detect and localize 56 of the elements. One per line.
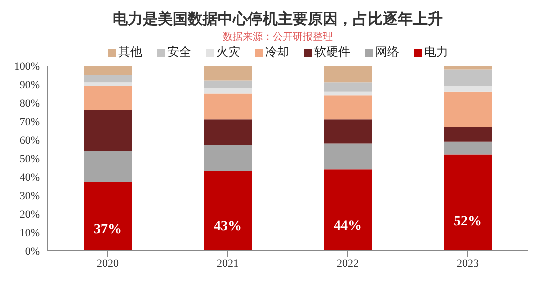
legend-label: 电力 (424, 44, 448, 61)
bar (204, 171, 252, 251)
data-label: 44% (334, 218, 362, 234)
bar (324, 144, 372, 170)
bar (444, 86, 492, 92)
chart-title: 电力是美国数据中心停机主要原因，占比逐年上升 (112, 10, 444, 29)
y-tick-label: 80% (20, 98, 40, 110)
x-tick-label: 2022 (337, 258, 359, 270)
bar (84, 75, 132, 83)
data-label: 52% (454, 214, 482, 230)
bar (324, 170, 372, 251)
legend-label: 安全 (166, 44, 192, 61)
bar (444, 66, 492, 70)
bar (204, 120, 252, 146)
y-tick-label: 20% (20, 208, 40, 221)
source-note: 数据来源：公开研报整理 (222, 30, 334, 44)
x-tick-label: 2020 (97, 258, 120, 270)
bar (444, 70, 492, 86)
y-tick-label: 100% (14, 60, 40, 73)
bar (204, 88, 252, 94)
y-tick-label: 90% (20, 79, 40, 92)
bar (324, 92, 372, 96)
bar (84, 66, 132, 76)
bar (444, 142, 492, 155)
bar (444, 154, 492, 251)
y-tick-label: 40% (20, 172, 40, 184)
legend-label: 软硬件 (314, 44, 350, 61)
bar (204, 80, 252, 88)
y-tick-label: 60% (20, 134, 40, 147)
legend-label: 网络 (374, 44, 400, 61)
x-tick-label: 2023 (457, 258, 480, 270)
y-tick-label: 0% (25, 246, 40, 258)
bar (84, 110, 132, 152)
y-tick-label: 10% (20, 227, 40, 240)
bar (324, 120, 372, 144)
bar (444, 127, 492, 142)
data-label: 37% (94, 222, 122, 238)
data-label: 43% (214, 219, 242, 234)
bar (84, 86, 132, 110)
bar (204, 66, 252, 81)
x-tick-label: 2021 (217, 258, 239, 270)
bar (444, 92, 492, 128)
legend-label: 火灾 (216, 44, 240, 61)
bar (204, 94, 252, 120)
y-tick-label: 70% (20, 116, 40, 128)
legend-label: 冷却 (264, 44, 290, 61)
bar (84, 151, 132, 183)
legend-label: 其他 (118, 44, 142, 61)
bar (324, 66, 372, 83)
bar (84, 182, 132, 251)
bar (324, 96, 372, 120)
y-tick-label: 50% (20, 153, 40, 166)
bar (204, 146, 252, 172)
bar (84, 82, 132, 86)
y-tick-label: 30% (20, 190, 40, 202)
bar (324, 82, 372, 92)
